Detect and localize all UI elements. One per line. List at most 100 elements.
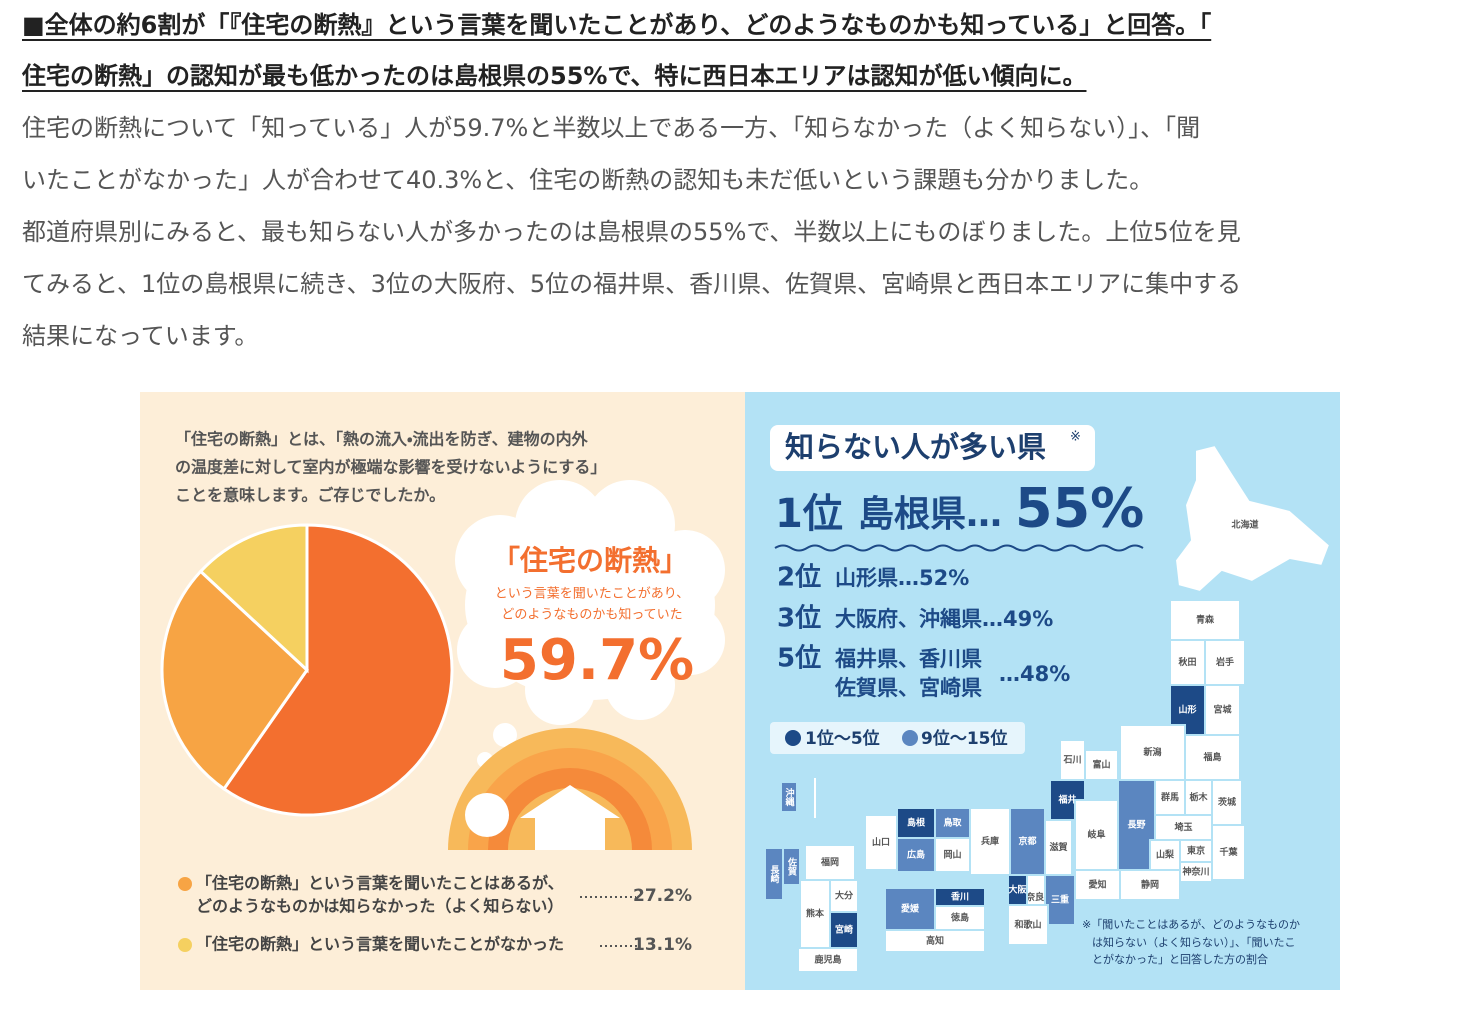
prefecture-label: 長崎 <box>769 865 780 884</box>
prefecture <box>829 911 859 949</box>
bubble-title: 「住宅の断熱」 <box>492 544 688 577</box>
prefecture-label: 鹿児島 <box>814 954 841 966</box>
definition-line: ことを意味します。ご存じでしたか。 <box>175 486 445 505</box>
legend-value: 27.2% <box>633 886 692 906</box>
rank-text: 大阪府、沖縄県…49% <box>835 607 1053 631</box>
house <box>520 785 620 850</box>
prefecture-label: 佐賀 <box>786 856 798 876</box>
legend-dot <box>178 938 192 952</box>
infographic: 「住宅の断熱」とは、「熱の流入・流出を防ぎ、建物の内外 の温度差に対して室内が極… <box>140 392 1340 990</box>
prefecture-label: 栃木 <box>1189 791 1208 803</box>
prefecture-label: 徳島 <box>950 912 969 924</box>
prefecture-label: 熊本 <box>806 908 825 920</box>
bubble-value: 59.7% <box>500 628 694 693</box>
prefecture-label: 奈良 <box>1025 891 1045 903</box>
legend-text: 1位〜5位 <box>805 728 880 749</box>
rank-value: 55% <box>1015 477 1144 540</box>
prefecture-label: 静岡 <box>1141 879 1159 891</box>
prefecture-label: 山梨 <box>1156 849 1175 861</box>
pie-slice <box>160 569 309 791</box>
prefecture-label: 山口 <box>872 836 890 848</box>
definition-line: 「住宅の断熱」とは、「熱の流入・流出を防ぎ、建物の内外 <box>175 430 589 449</box>
footnote: とがなかった」と回答した方の割合 <box>1092 952 1268 966</box>
cloud <box>455 480 725 768</box>
legend-box <box>770 722 1025 754</box>
prefecture-label: 秋田 <box>1177 656 1196 668</box>
legend-text: 「住宅の断熱」という言葉を聞いたことはあるが、 <box>196 874 564 893</box>
rank: 3位 <box>777 604 821 634</box>
prefecture-label: 滋賀 <box>1049 841 1067 853</box>
prefecture <box>780 781 798 813</box>
legend-dot <box>178 877 192 891</box>
pie-slice <box>221 523 454 817</box>
prefecture-label: 富山 <box>1092 759 1110 771</box>
prefecture-label: 京都 <box>1018 835 1036 847</box>
prefecture-label: 千葉 <box>1219 846 1238 858</box>
prefecture-label: 岡山 <box>943 849 961 861</box>
prefecture-label: 宮崎 <box>835 924 853 936</box>
title-box <box>770 425 1095 471</box>
prefecture <box>1007 904 1049 946</box>
prefecture-label: 大分 <box>835 890 854 902</box>
prefecture-label: 愛媛 <box>901 903 920 915</box>
rank-text: 福井県、香川県 <box>834 647 982 671</box>
prefecture <box>896 837 936 873</box>
ranking-title: 知らない人が多い県 <box>785 430 1046 464</box>
prefecture <box>764 847 784 901</box>
bubble-text: という言葉を聞いたことがあり、 <box>495 587 689 602</box>
prefecture <box>1211 779 1243 826</box>
prefecture-label: 長野 <box>1127 820 1145 831</box>
legend-dot <box>902 730 918 746</box>
prefecture-label: 兵庫 <box>981 835 999 847</box>
prefecture-label: 沖縄 <box>784 787 796 807</box>
body-line: 結果になっています。 <box>22 322 259 350</box>
prefecture-label: 山形 <box>1178 704 1196 716</box>
prefecture <box>1173 443 1332 594</box>
wave <box>774 544 1144 552</box>
prefecture-label: 埼玉 <box>1174 821 1192 833</box>
prefecture-label: 東京 <box>1187 845 1205 857</box>
prefecture-label: 高知 <box>926 935 944 947</box>
prefecture <box>1119 869 1181 901</box>
prefecture-label: 愛知 <box>1088 879 1106 891</box>
prefecture-label: 群馬 <box>1160 791 1179 803</box>
rank-text: 山形県…52% <box>835 566 969 590</box>
footnote: ※「聞いたことはあるが、どのようなものか <box>1082 917 1300 931</box>
prefecture <box>797 947 859 973</box>
rank: 2位 <box>777 563 821 593</box>
body-line: てみると、1位の島根県に続き、3位の大阪府、5位の福井県、香川県、佐賀県、宮崎県… <box>22 270 1242 298</box>
prefecture-label: 福井 <box>1057 794 1076 806</box>
prefecture <box>829 879 859 913</box>
prefecture <box>1084 749 1119 781</box>
rank: 1位 <box>775 491 843 537</box>
heading-line: ■全体の約6割が「『住宅の断熱』という言葉を聞いたことがあり、どのようなものかも… <box>22 11 1212 39</box>
legend-dot <box>785 730 801 746</box>
definition-line: の温度差に対して室内が極端な影響を受けないようにする」 <box>175 458 606 477</box>
rank: 5位 <box>777 644 821 674</box>
prefecture-label: 香川 <box>950 891 969 903</box>
prefecture-label: 宮城 <box>1213 704 1231 716</box>
prefecture <box>934 837 971 873</box>
prefecture-label: 三重 <box>1051 894 1069 906</box>
prefecture-label: 広島 <box>906 849 925 861</box>
prefecture <box>884 929 986 953</box>
prefecture-label: 神奈川 <box>1181 866 1209 878</box>
rank-text: 佐賀県、宮崎県 <box>834 676 982 700</box>
prefecture <box>1149 839 1181 871</box>
footnote: は知らない（よく知らない）」、「聞いたこ <box>1092 935 1296 949</box>
prefecture-label: 石川 <box>1062 755 1081 766</box>
prefecture-label: 島根 <box>907 817 926 829</box>
prefecture-label: 鳥取 <box>943 817 962 829</box>
body-line: いたことがなかった」人が合わせて40.3%と、住宅の断熱の認知も未だ低いという課… <box>22 166 1154 194</box>
prefecture <box>864 814 898 871</box>
bubble-text: どのようなものかも知っていた <box>501 607 682 623</box>
prefecture-label: 茨城 <box>1218 796 1236 808</box>
prefecture-label: 岩手 <box>1215 656 1234 668</box>
prefecture <box>1074 799 1119 871</box>
prefecture-label: 北海道 <box>1231 519 1259 531</box>
prefecture <box>1169 599 1241 641</box>
prefecture <box>804 844 856 881</box>
prefecture <box>1211 824 1246 881</box>
